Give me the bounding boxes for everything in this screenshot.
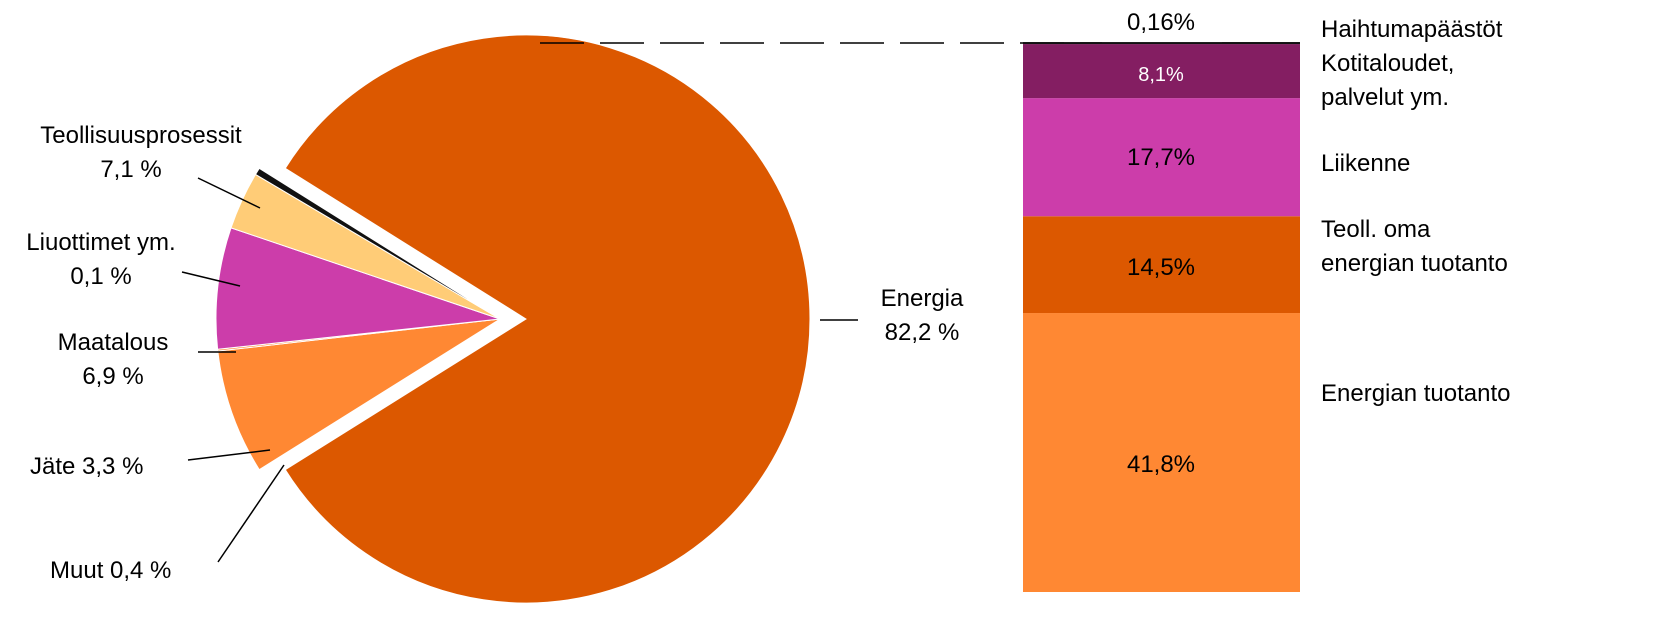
pie-leader-lines [181,177,858,563]
pie-label-liuottimet: Liuottimet ym. [26,229,175,256]
bar-label-teoll-oma-line2: energian tuotanto [1321,250,1508,277]
bar-label-kotitaloudet-line1: Kotitaloudet, [1321,50,1454,77]
stacked-bar [1023,42,1300,592]
pie-slice-energia [284,34,811,604]
bar-segment-kotitaloudet-palvelut-ym [1023,44,1300,99]
leader-line-jate [187,449,271,461]
pie-value-maatalous: 6,9 % [82,363,143,390]
bar-label-liikenne: Liikenne [1321,150,1410,177]
pie-value-teollisuus: 7,1 % [100,156,161,183]
bar-value-kotitaloudet: 8,1% [1138,64,1184,86]
bar-segment-teoll-oma-energian-tuotanto [1023,216,1300,314]
leader-line-teollisuus [197,177,261,209]
bar-label-teoll-oma-line1: Teoll. oma [1321,216,1431,243]
bar-label-haihtuma: Haihtumapäästöt [1321,16,1503,43]
bar-segment-energian-tuotanto [1023,313,1300,592]
pie-slice-maatalous [215,227,501,350]
pie-label-teollisuus: Teollisuusprosessit [40,122,242,149]
pie-value-energia: 82,2 % [885,319,960,346]
pie-label-energia: Energia [881,285,964,312]
bar-label-energian-tuotanto: Energian tuotanto [1321,380,1510,407]
pie-label-jate: Jäte 3,3 % [30,453,143,480]
bar-value-liikenne: 17,7% [1127,144,1195,171]
pie-label-maatalous: Maatalous [58,329,169,356]
bar-value-energian-tuotanto: 41,8% [1127,451,1195,478]
pie-slice-muut [254,167,501,320]
bar-value-haihtuma: 0,16% [1127,9,1195,36]
bar-label-kotitaloudet-line2: palvelut ym. [1321,84,1449,111]
bar-value-teoll-oma: 14,5% [1127,254,1195,281]
bar-segment-liikenne [1023,98,1300,217]
pie-label-muut: Muut 0,4 % [50,557,171,584]
leader-line-muut [217,464,285,563]
pie-slice-teollisuusprosessit [217,318,501,471]
leader-line-liuottimet [181,271,241,287]
pie-chart [215,34,811,604]
bar-segment-haihtumapäästöt [1023,42,1300,45]
pie-value-liuottimet: 0,1 % [70,263,131,290]
